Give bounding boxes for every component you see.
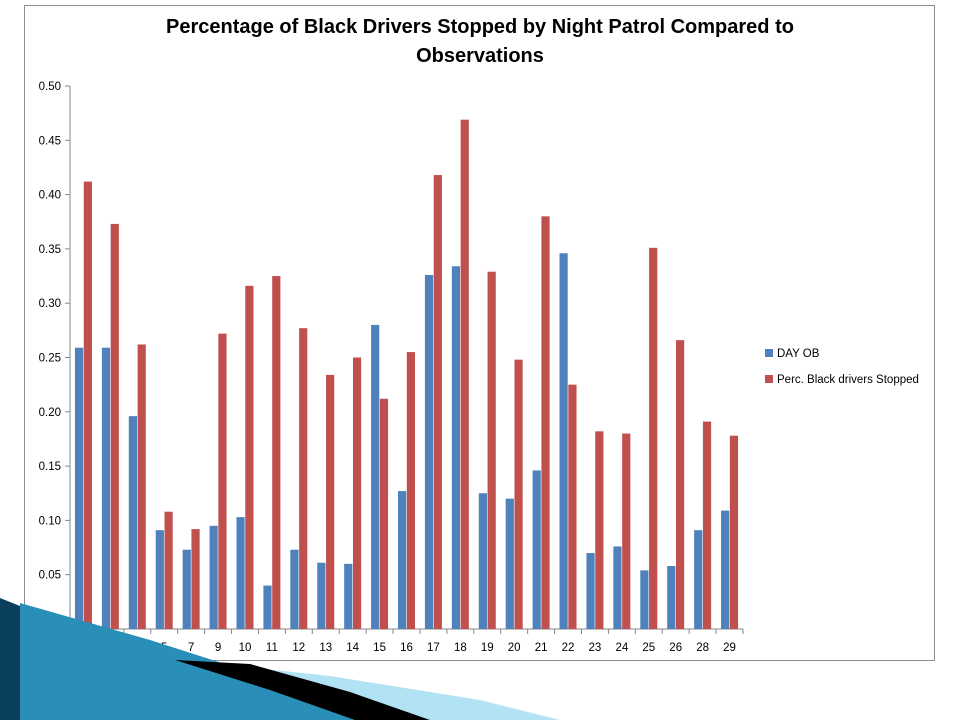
- x-tick-label: 13: [319, 642, 332, 654]
- bar-day-ob: [613, 546, 622, 629]
- bar-perc-black-stopped: [406, 352, 415, 629]
- y-tick-label: 0.45: [39, 135, 61, 147]
- bar-day-ob: [478, 493, 487, 629]
- x-tick-label: 29: [723, 642, 736, 654]
- x-tick-label: 19: [481, 642, 494, 654]
- bar-day-ob: [559, 253, 568, 629]
- bar-day-ob: [586, 552, 595, 629]
- x-tick-label: 26: [669, 642, 682, 654]
- bar-day-ob: [263, 585, 272, 629]
- bar-perc-black-stopped: [352, 357, 362, 629]
- bar-day-ob: [532, 470, 541, 629]
- bar-day-ob: [209, 525, 218, 629]
- bar-perc-black-stopped: [299, 328, 308, 629]
- x-tick-label: 25: [642, 642, 655, 654]
- bar-day-ob: [290, 549, 299, 629]
- y-tick-label: 0.00: [39, 624, 61, 636]
- bar-day-ob: [721, 510, 730, 629]
- x-tick-label: 24: [615, 642, 628, 654]
- x-tick-label: 16: [400, 642, 413, 654]
- bar-perc-black-stopped: [433, 175, 442, 629]
- x-tick-label: 2: [107, 642, 113, 654]
- bar-day-ob: [317, 562, 326, 629]
- bar-perc-black-stopped: [83, 181, 92, 629]
- bar-perc-black-stopped: [326, 374, 335, 629]
- legend-label: Perc. Black drivers Stopped: [777, 374, 919, 386]
- bar-day-ob: [694, 530, 703, 629]
- bar-day-ob: [640, 570, 649, 629]
- x-tick-label: 23: [589, 642, 602, 654]
- bar-perc-black-stopped: [729, 435, 739, 629]
- x-tick-label: 1: [80, 642, 86, 654]
- bar-perc-black-stopped: [595, 431, 604, 629]
- bar-perc-black-stopped: [649, 247, 658, 629]
- legend: DAY OB Perc. Black drivers Stopped: [765, 348, 919, 386]
- bar-day-ob: [451, 266, 461, 629]
- bar-perc-black-stopped: [218, 333, 227, 629]
- bar-day-ob: [236, 517, 245, 629]
- chart-title-line-2: Observations: [416, 45, 544, 67]
- x-tick-label: 15: [373, 642, 386, 654]
- bar-perc-black-stopped: [191, 529, 200, 629]
- bar-perc-black-stopped: [245, 285, 254, 629]
- x-tick-label: 9: [215, 642, 221, 654]
- x-tick-label: 7: [188, 642, 194, 654]
- y-tick-label: 0.25: [39, 353, 61, 365]
- bar-perc-black-stopped: [379, 398, 389, 629]
- y-tick-label: 0.30: [39, 298, 61, 310]
- bar-day-ob: [155, 530, 164, 629]
- bar-day-ob: [398, 491, 407, 629]
- x-tick-label: 17: [427, 642, 440, 654]
- bar-perc-black-stopped: [137, 344, 146, 629]
- bar-perc-black-stopped: [487, 271, 496, 629]
- bar-day-ob: [128, 416, 137, 629]
- bar-day-ob: [344, 563, 353, 629]
- x-tick-label: 12: [292, 642, 305, 654]
- bar-day-ob: [424, 274, 434, 629]
- x-tick-label: 10: [239, 642, 252, 654]
- y-tick-label: 0.20: [39, 407, 61, 419]
- y-tick-label: 0.05: [39, 570, 61, 582]
- x-tick-label: 18: [454, 642, 467, 654]
- bar-day-ob: [371, 324, 380, 629]
- x-tick-label: 5: [161, 642, 167, 654]
- bar-perc-black-stopped: [164, 511, 173, 629]
- bar-perc-black-stopped: [541, 216, 550, 629]
- bar-perc-black-stopped: [702, 421, 712, 629]
- bar-day-ob: [667, 566, 676, 629]
- bar-day-ob: [74, 347, 84, 629]
- y-tick-label: 0.10: [39, 515, 61, 527]
- x-tick-label: 28: [696, 642, 709, 654]
- legend-swatch: [765, 349, 773, 357]
- x-tick-label: 3: [134, 642, 140, 654]
- chart-title-line-1: Percentage of Black Drivers Stopped by N…: [166, 16, 794, 38]
- bar-perc-black-stopped: [272, 276, 281, 629]
- x-tick-label: 20: [508, 642, 521, 654]
- bar-day-ob: [182, 549, 191, 629]
- plot-area: 0.00 0.05 0.10 0.15 0.20 0.25 0.30 0.35 0.40 0.45…: [39, 81, 744, 654]
- bar-perc-black-stopped: [622, 433, 631, 629]
- bar-perc-black-stopped: [514, 359, 523, 629]
- bar-perc-black-stopped: [676, 340, 685, 629]
- x-tick-label: 14: [346, 642, 359, 654]
- x-tick-label: 21: [535, 642, 548, 654]
- y-tick-label: 0.50: [39, 81, 61, 93]
- x-tick-label: 11: [266, 642, 278, 654]
- bar-perc-black-stopped: [568, 384, 577, 629]
- legend-label: DAY OB: [777, 348, 820, 360]
- x-tick-label: 22: [562, 642, 575, 654]
- bar-perc-black-stopped: [110, 223, 119, 629]
- y-tick-label: 0.15: [39, 461, 61, 473]
- bar-perc-black-stopped: [460, 119, 469, 629]
- bar-day-ob: [505, 498, 514, 629]
- y-tick-label: 0.40: [39, 190, 61, 202]
- bar-day-ob: [101, 347, 111, 629]
- y-tick-label: 0.35: [39, 244, 61, 256]
- legend-swatch: [765, 375, 773, 383]
